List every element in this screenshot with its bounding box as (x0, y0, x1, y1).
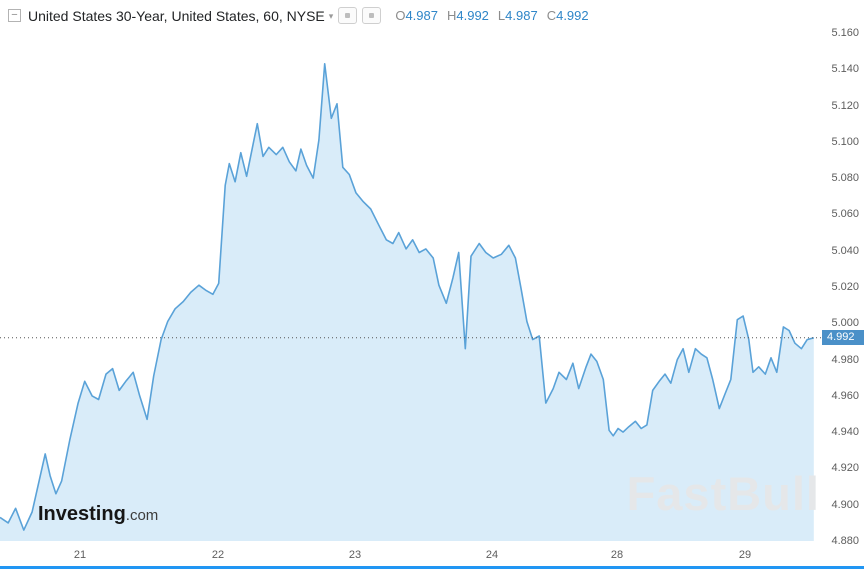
investing-logo-suffix: .com (125, 507, 159, 524)
ohlc-close: C4.992 (546, 8, 589, 23)
investing-logo[interactable]: Investing.com (38, 503, 158, 526)
time-axis-label: 29 (738, 549, 752, 561)
collapse-legend-icon[interactable]: − (8, 9, 21, 22)
price-axis-label: 5.080 (831, 172, 859, 184)
price-axis-label: 5.160 (831, 27, 859, 39)
last-price-label: 4.992 (822, 330, 864, 345)
time-axis-label: 21 (73, 549, 87, 561)
time-axis-label: 23 (348, 549, 362, 561)
price-axis-label: 4.880 (831, 535, 859, 547)
bottom-accent-bar (0, 566, 864, 569)
gear-icon-glyph (369, 13, 375, 18)
price-axis-label: 5.020 (831, 281, 859, 293)
price-axis-label: 5.140 (831, 63, 859, 75)
price-axis-label: 5.060 (831, 208, 859, 220)
symbol-title[interactable]: United States 30-Year, United States, 60… (28, 7, 325, 24)
ohlc-low: L4.987 (497, 8, 538, 23)
price-axis-label: 4.900 (831, 499, 859, 511)
time-axis-label: 24 (485, 549, 499, 561)
time-axis-label: 22 (211, 549, 225, 561)
price-axis-label: 4.960 (831, 390, 859, 402)
price-axis-label: 5.000 (831, 317, 859, 329)
symbol-legend: − United States 30-Year, United States, … (8, 7, 598, 24)
chevron-down-icon[interactable]: ▾ (328, 11, 334, 21)
time-axis[interactable]: 21 22 23 24 28 29 (0, 541, 822, 566)
eye-icon-glyph (345, 13, 351, 18)
eye-icon[interactable] (338, 7, 358, 24)
price-axis[interactable]: 5.160 5.140 5.120 5.100 5.080 5.060 5.040 5.020… (822, 0, 864, 547)
ohlc-high: H4.992 (446, 8, 489, 23)
ohlc-readout: O4.987 H4.992 L4.987 C4.992 (395, 8, 597, 23)
price-axis-label: 5.100 (831, 136, 859, 148)
time-axis-label: 28 (610, 549, 624, 561)
area-series (0, 63, 822, 541)
price-axis-label: 5.120 (831, 100, 859, 112)
price-chart[interactable] (0, 0, 822, 541)
gear-icon[interactable] (362, 7, 382, 24)
price-axis-label: 4.920 (831, 462, 859, 474)
price-axis-label: 5.040 (831, 245, 859, 257)
investing-logo-text: Investing (38, 503, 126, 525)
price-axis-label: 4.980 (831, 354, 859, 366)
price-axis-label: 4.940 (831, 426, 859, 438)
ohlc-open: O4.987 (395, 8, 438, 23)
